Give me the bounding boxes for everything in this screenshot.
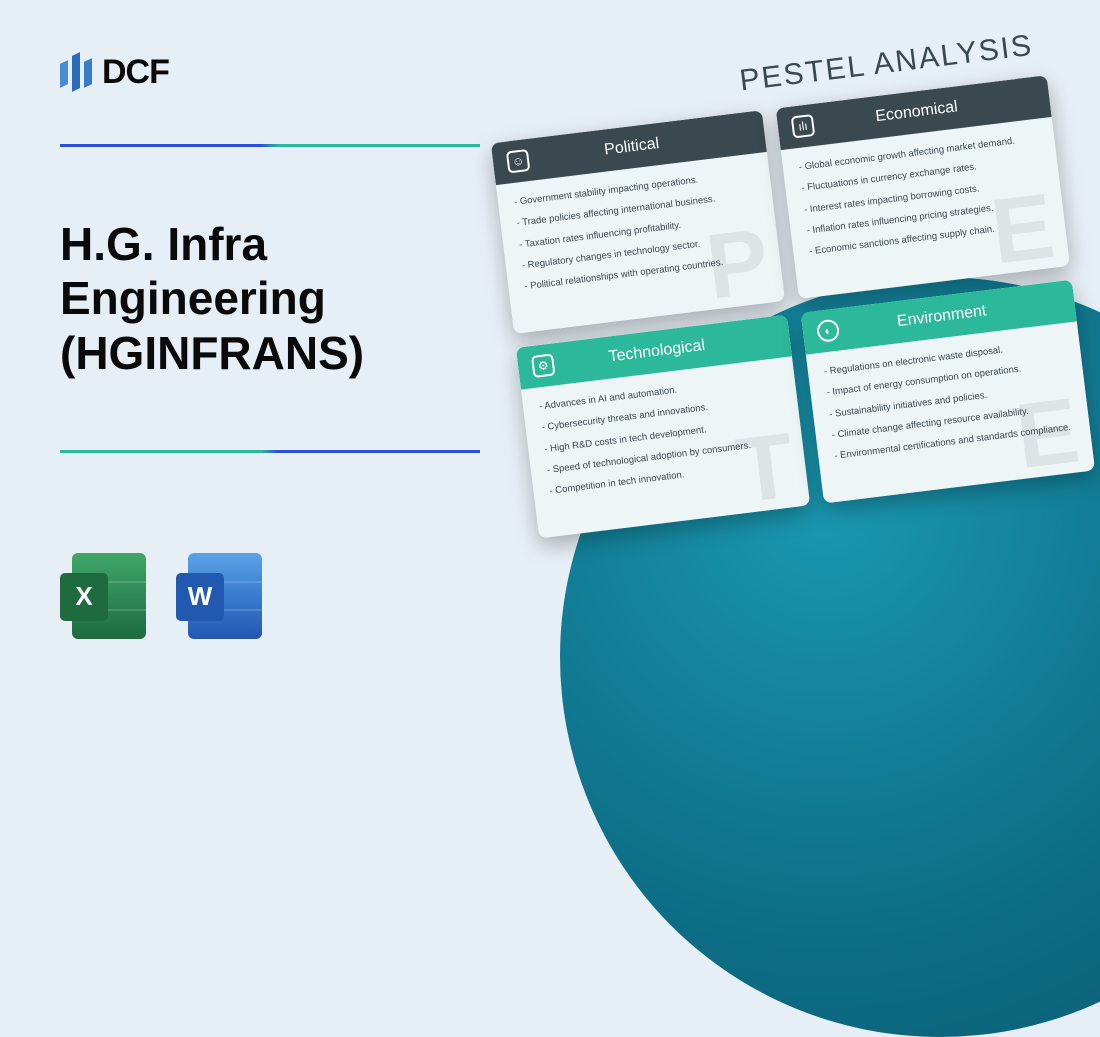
card-icon: ☺: [506, 149, 531, 174]
card-icon: ⚙: [531, 353, 556, 378]
divider-bottom: [60, 450, 480, 453]
card-icon: ılı: [791, 114, 816, 139]
pestel-card-economical: ılıEconomicalEGlobal economic growth aff…: [776, 75, 1070, 299]
excel-badge: X: [60, 573, 108, 621]
pestel-card-political: ☺PoliticalPGovernment stability impactin…: [491, 110, 785, 334]
divider-top: [60, 144, 480, 147]
card-list: Global economic growth affecting market …: [798, 133, 1049, 259]
card-icon: ◐: [816, 318, 841, 343]
word-icon: W: [176, 553, 262, 639]
pestel-panel: PESTEL ANALYSIS ☺PoliticalPGovernment st…: [485, 28, 1095, 539]
pestel-card-technological: ⚙TechnologicalTAdvances in AI and automa…: [516, 315, 810, 539]
logo-text: DCF: [102, 53, 169, 92]
excel-icon: X: [60, 553, 146, 639]
logo-bars-icon: [60, 50, 92, 94]
logo: DCF: [60, 50, 480, 94]
card-list: Advances in AI and automation.Cybersecur…: [539, 372, 790, 498]
page-title: H.G. Infra Engineering (HGINFRANS): [60, 217, 480, 380]
card-body: EGlobal economic growth affecting market…: [781, 117, 1070, 299]
pestel-cards: ☺PoliticalPGovernment stability impactin…: [491, 75, 1095, 538]
card-list: Regulations on electronic waste disposal…: [823, 337, 1074, 463]
app-icons: X W: [60, 553, 480, 639]
card-list: Government stability impacting operation…: [513, 168, 764, 294]
card-body: PGovernment stability impacting operatio…: [496, 152, 785, 334]
left-panel: DCF H.G. Infra Engineering (HGINFRANS) X…: [60, 50, 480, 639]
word-badge: W: [176, 573, 224, 621]
pestel-card-environment: ◐EnvironmentERegulations on electronic w…: [801, 280, 1095, 504]
